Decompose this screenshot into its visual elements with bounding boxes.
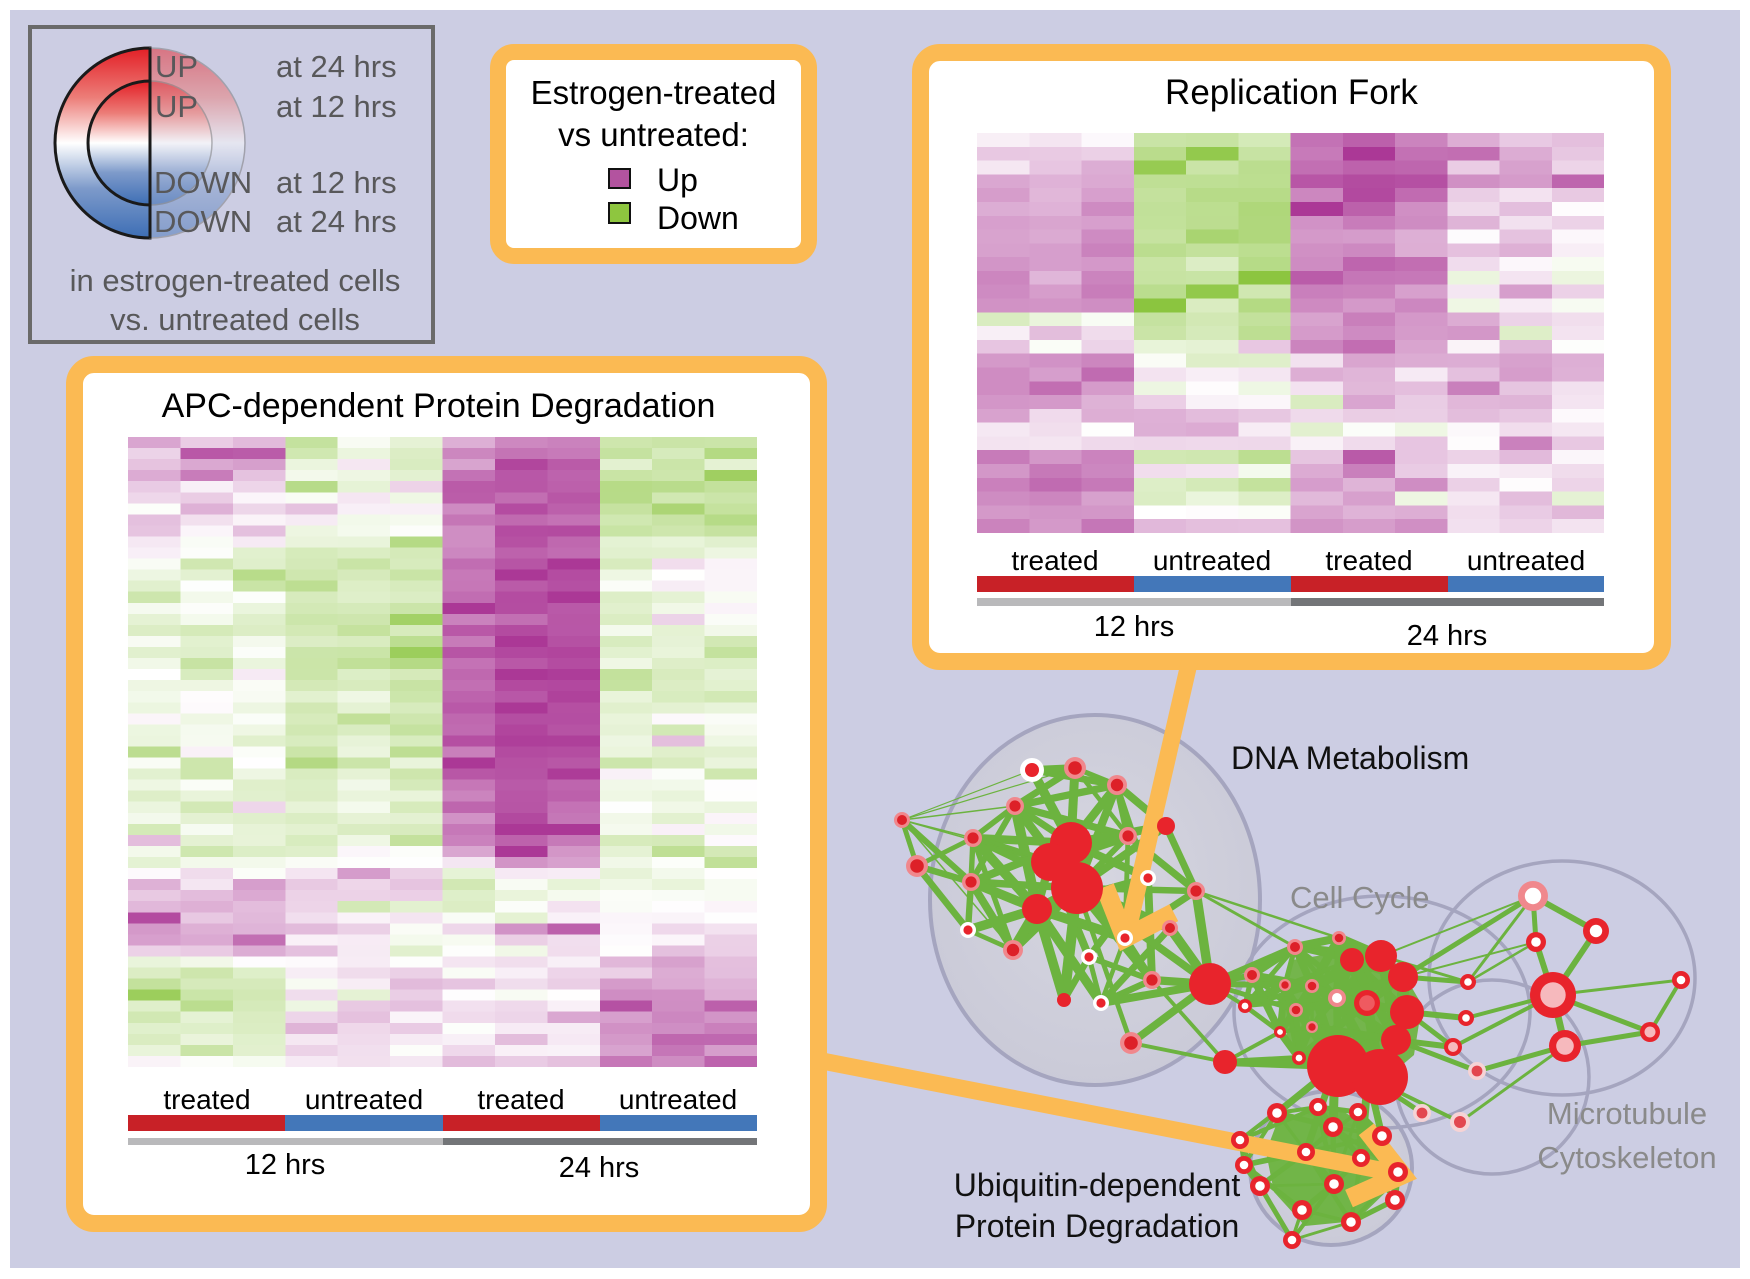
svg-text:at 24 hrs: at 24 hrs — [276, 49, 397, 84]
svg-text:Protein Degradation: Protein Degradation — [955, 1208, 1240, 1244]
svg-text:Cell Cycle: Cell Cycle — [1290, 880, 1430, 915]
svg-text:at 12 hrs: at 12 hrs — [276, 89, 397, 124]
svg-text:DOWN: DOWN — [154, 165, 252, 200]
svg-text:Ubiquitin-dependent: Ubiquitin-dependent — [954, 1167, 1241, 1203]
svg-text:DOWN: DOWN — [154, 204, 252, 239]
svg-text:Cytoskeleton: Cytoskeleton — [1537, 1140, 1716, 1175]
svg-text:UP: UP — [155, 89, 198, 124]
svg-text:UP: UP — [155, 49, 198, 84]
svg-text:vs. untreated cells: vs. untreated cells — [110, 302, 360, 337]
svg-text:at 24 hrs: at 24 hrs — [276, 204, 397, 239]
svg-text:Microtubule: Microtubule — [1547, 1096, 1707, 1131]
svg-text:in estrogen-treated cells: in estrogen-treated cells — [70, 263, 401, 298]
svg-text:DNA Metabolism: DNA Metabolism — [1231, 740, 1469, 776]
svg-text:at 12 hrs: at 12 hrs — [276, 165, 397, 200]
